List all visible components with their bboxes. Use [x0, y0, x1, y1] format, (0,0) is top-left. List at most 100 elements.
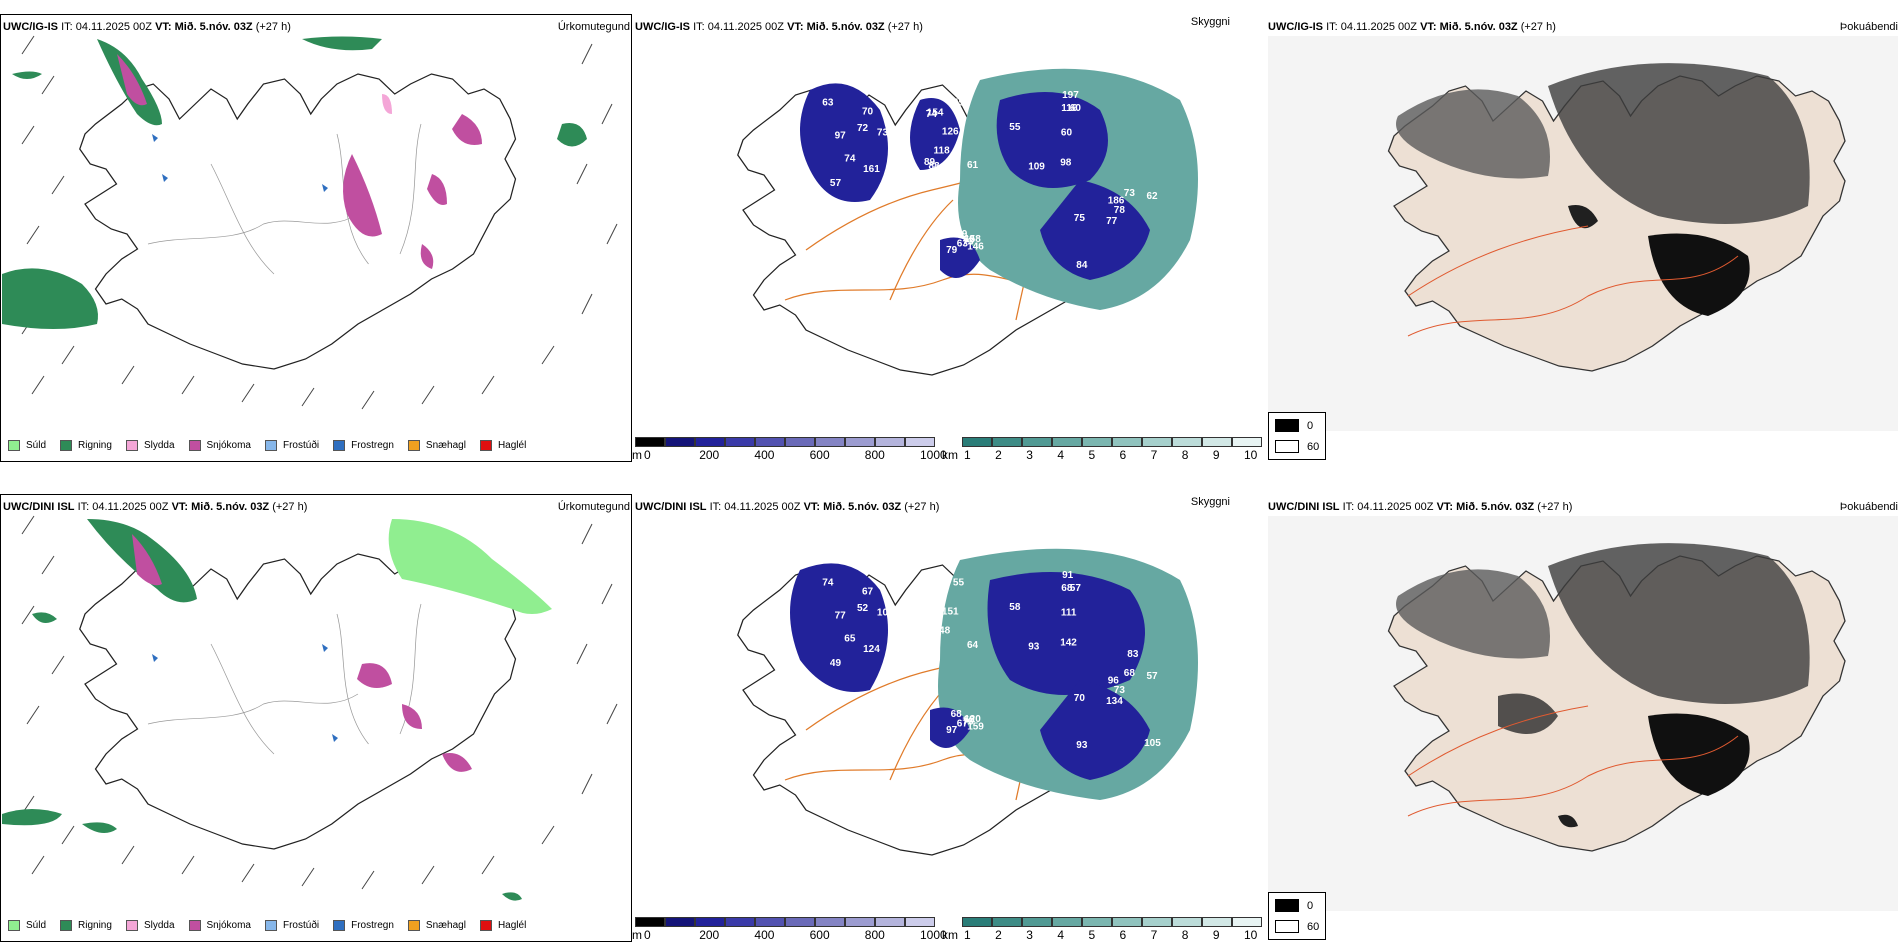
cloud-base-label: 76 — [962, 717, 974, 728]
cloud-patches — [800, 68, 1198, 310]
it-value: 04.11.2025 00Z — [707, 21, 784, 33]
colorbar-tick: 6 — [1119, 448, 1127, 462]
colorbar-tick: 7 — [1150, 448, 1158, 462]
colorbar-tick: 4 — [1057, 928, 1065, 942]
cloud-base-label: 74 — [844, 154, 856, 165]
fog-legend-label: 0 — [1307, 419, 1314, 432]
cloud-base-label: 70 — [1074, 693, 1086, 704]
colorbar-tick: 200 — [699, 928, 720, 942]
colorbar-segment — [815, 437, 845, 447]
legend-label: Rigning — [78, 920, 112, 931]
cloud-base-label: 79 — [946, 245, 958, 256]
legend-item: Snæhagl — [407, 920, 466, 931]
model-name: UWC/DINI ISL — [635, 501, 707, 513]
header-precip-bottom: UWC/DINI ISL IT: 04.11.2025 00Z VT: Mið.… — [3, 501, 307, 514]
colorbar-segment — [635, 437, 665, 447]
legend-item: Frostúði — [264, 440, 319, 451]
cloud-base-label: 158 — [964, 234, 981, 245]
cloud-base-label: 62 — [1147, 191, 1159, 202]
fog-swatch — [1275, 419, 1299, 432]
legend-item: Slydda — [125, 920, 175, 931]
cloud-patches — [790, 548, 1198, 800]
legend-label: Snjókoma — [206, 440, 251, 451]
colorbar-segment — [1022, 437, 1052, 447]
legend-item: Rigning — [60, 440, 112, 451]
cloud-base-label: 45 — [953, 97, 965, 108]
it-label: IT: — [61, 21, 73, 33]
cloud-base-label: 146 — [967, 241, 984, 252]
lead-time: (+27 h) — [255, 21, 291, 33]
legend-swatch — [407, 440, 420, 451]
colorbar-segment — [1082, 437, 1112, 447]
colorbar-segment — [1112, 917, 1142, 927]
cloud-map-top: 7474608468574560737363615562637288116787… — [737, 68, 1198, 376]
colorbar-tick: 1 — [964, 448, 971, 462]
vt-value: Mið. 5.nóv. 03Z — [191, 501, 270, 513]
cloud-base-label: 74 — [926, 109, 938, 120]
colorbar-km-ticks-top: km 1 2 3 4 5 6 7 8 9 10 — [942, 448, 1262, 463]
legend-item: Slydda — [125, 440, 175, 451]
cloud-base-label: 161 — [863, 164, 880, 175]
legend-swatch — [125, 920, 138, 931]
legend-item: Rigning — [60, 920, 112, 931]
cloud-base-label: 57 — [1147, 671, 1159, 682]
cloud-base-label: 109 — [951, 229, 968, 240]
legend-swatch — [333, 440, 346, 451]
colorbar-tick: 400 — [754, 928, 775, 942]
cloud-base-label: 58 — [1009, 602, 1021, 613]
cloud-base-label: 60 — [1070, 103, 1082, 114]
it-value: 04.11.2025 00Z — [92, 501, 169, 513]
cloud-base-label: 57 — [1070, 583, 1082, 594]
fog-legend-row: 60 — [1275, 920, 1319, 933]
roads — [1407, 705, 1739, 817]
legend-swatch — [60, 440, 73, 451]
cloud-base-label: 68 — [964, 234, 976, 245]
colorbar-segment — [875, 917, 905, 927]
colorbar-tick: 4 — [1057, 448, 1065, 462]
panel-title-fog: Þokuábendi — [1839, 21, 1898, 33]
fog-swatch — [1275, 440, 1299, 453]
vt-label: VT: — [155, 21, 172, 33]
lead-time: (+27 h) — [1520, 21, 1556, 33]
legend-label: Frostúði — [282, 920, 320, 931]
it-value: 04.11.2025 00Z — [1340, 21, 1417, 33]
fog-legend-bottom: 0 60 — [1268, 892, 1326, 940]
legend-label: Súld — [26, 920, 47, 931]
legend-swatch — [407, 920, 420, 931]
colorbar-tick: 9 — [1212, 928, 1220, 942]
lead-time: (+27 h) — [887, 21, 923, 33]
cloud-base-label: 116 — [1061, 103, 1078, 114]
cloud-base-label: 120 — [964, 714, 981, 725]
colorbar-tick: 8 — [1181, 928, 1189, 942]
legend-swatch — [188, 920, 201, 931]
colorbar-segment — [635, 917, 665, 927]
legend-item: Frostúði — [264, 920, 320, 931]
colorbar-tick: 7 — [1150, 928, 1158, 942]
colorbar-segment — [815, 917, 845, 927]
colorbar-tick: 5 — [1088, 928, 1096, 942]
cloud-base-label: 91 — [1062, 570, 1074, 581]
cloud-base-label: 151 — [942, 607, 959, 618]
cloud-base-label: 52 — [857, 603, 869, 614]
cloud-base-label: 118 — [934, 146, 951, 157]
cloud-base-label: 97 — [946, 725, 958, 736]
lead-time: (+27 h) — [904, 501, 940, 513]
colorbar-tick: 3 — [1026, 448, 1033, 462]
vt-label: VT: — [171, 501, 189, 513]
header-cloud-bottom: UWC/DINI ISL IT: 04.11.2025 00Z VT: Mið.… — [635, 501, 939, 514]
colorbar-segment — [695, 917, 725, 927]
colorbar-segment — [1142, 437, 1172, 447]
model-name: UWC/IG-IS — [635, 21, 690, 33]
colorbar-segment — [845, 917, 875, 927]
colorbar-m-bottom — [635, 917, 935, 927]
cloud-base-label: 148 — [934, 626, 951, 637]
colorbar-tick: 8 — [1181, 448, 1189, 462]
colorbar-m-top — [635, 437, 935, 447]
cloud-base-label: 77 — [835, 611, 847, 622]
model-name: UWC/IG-IS — [1268, 21, 1323, 33]
fog-legend-label: 0 — [1307, 899, 1314, 912]
it-label: IT: — [1342, 501, 1355, 513]
precip-patches — [2, 36, 587, 329]
legend-item: Frostregn — [333, 440, 394, 451]
colorbar-segment — [725, 917, 755, 927]
